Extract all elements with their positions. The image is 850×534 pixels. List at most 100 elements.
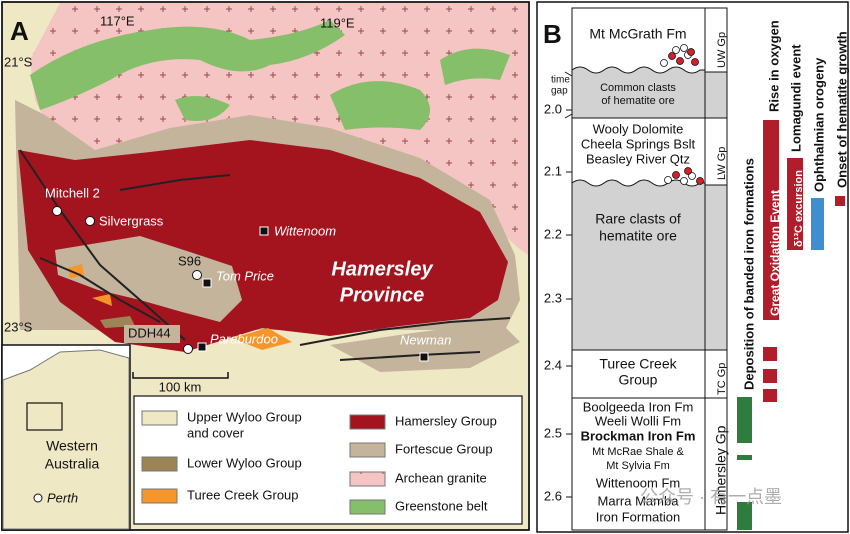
city-dot	[33, 493, 43, 503]
clast	[676, 57, 684, 65]
unit: Iron Formation	[596, 509, 681, 524]
clast	[672, 46, 680, 54]
event-label: Rise in oxygen	[766, 20, 781, 112]
fault	[19, 149, 186, 341]
panel-b: B time gap 2.0 2.1 2.2 2.3 2.4 2.5 2.6 Mt McGr…	[536, 1, 849, 533]
longitude: 119°E	[320, 15, 355, 30]
fault	[39, 257, 161, 323]
event-label: Ophthalmian orogeny	[811, 57, 826, 192]
site-dot	[183, 344, 193, 354]
panel-label: B	[543, 19, 562, 49]
legend-label: Turee Creek Group	[187, 487, 299, 502]
clasts	[660, 44, 704, 185]
inset-land	[2, 349, 130, 530]
unit: Brockman Iron Fm	[581, 428, 696, 443]
unit: Mt McGrath Fm	[589, 26, 686, 42]
unit: Mt McRae Shale &	[592, 446, 684, 458]
clast	[687, 48, 695, 56]
event-label: Lomagundi event	[788, 44, 803, 152]
latitude: 23°S	[4, 319, 33, 334]
place-label: Silvergrass	[99, 213, 164, 228]
legend-label: Lower Wyloo Group	[187, 455, 302, 470]
clast	[664, 176, 672, 184]
town-square	[259, 226, 269, 236]
legend-swatch	[349, 499, 386, 515]
greenstone	[30, 20, 345, 110]
legend-swatch	[141, 456, 178, 472]
age-label: 2.0	[544, 101, 562, 116]
place-label: Newman	[400, 332, 451, 347]
event-bar	[737, 397, 752, 443]
clast	[668, 52, 676, 60]
unit: Turee Creek	[599, 356, 677, 372]
event-label: Great Oxidation Event	[768, 190, 782, 316]
legend-label: Hamersley Group	[395, 413, 497, 428]
clast	[691, 58, 699, 66]
event-bar	[737, 502, 752, 530]
annotation: Rare clasts of	[595, 211, 681, 227]
event-bar	[763, 120, 779, 320]
province-label: Province	[340, 284, 424, 306]
place-label: Wittenoom	[274, 223, 336, 238]
event-bar	[835, 196, 845, 206]
legend-label: Upper Wyloo Group	[187, 409, 302, 424]
site-dot	[52, 206, 62, 216]
legend-label: and cover	[187, 425, 245, 440]
unit: Wittenoom Fm	[596, 475, 681, 490]
age-label: 2.2	[544, 226, 562, 241]
group-label: Hamersley Gp	[713, 425, 729, 515]
town-square	[202, 278, 212, 288]
gap-zone	[704, 184, 728, 351]
watermark: 公众号 · 有一点墨	[640, 487, 782, 507]
group-label: TC Gp	[716, 363, 728, 395]
clast	[688, 172, 696, 180]
legend-swatch	[141, 410, 178, 426]
annotation: hematite ore	[599, 228, 677, 244]
inset-city: Perth	[47, 490, 78, 505]
time-gap: time	[551, 75, 570, 86]
gap-marker	[564, 71, 573, 119]
legend-swatch	[349, 414, 386, 430]
group-label: LW Gp	[716, 147, 728, 180]
gap-zone	[571, 66, 706, 119]
panel-label: A	[10, 16, 29, 46]
unit: Boolgeeda Iron Fm	[583, 399, 694, 414]
event-label: Deposition of banded iron formations	[741, 158, 756, 390]
legend-box	[133, 395, 523, 525]
event-bar	[737, 455, 752, 460]
town-square	[197, 342, 207, 352]
scale-label: 100 km	[159, 379, 202, 394]
greenstone	[440, 48, 510, 85]
event-bar	[811, 198, 824, 250]
annotation: of hematite ore	[601, 95, 674, 107]
greenstone	[330, 81, 430, 130]
age-label: 2.1	[544, 163, 562, 178]
site-dot	[85, 216, 95, 226]
town-square	[419, 352, 429, 362]
clast	[660, 59, 668, 67]
unit: Mt Sylvia Fm	[606, 460, 670, 472]
inset-extent	[26, 402, 63, 431]
clast	[680, 44, 688, 52]
unit: Cheela Springs Bslt	[581, 136, 696, 151]
legend-swatch	[141, 488, 178, 504]
event-bar	[763, 389, 777, 402]
clast	[696, 177, 704, 185]
fault	[299, 317, 511, 346]
group-label: UW Gp	[716, 32, 728, 68]
greenstone	[175, 96, 230, 121]
legend-label: Greenstone belt	[395, 498, 488, 513]
unit: Marra Mamba	[598, 493, 680, 508]
event-bar	[763, 347, 777, 361]
legend-swatch	[349, 442, 386, 458]
clast	[672, 171, 680, 179]
scale-bar	[132, 372, 229, 379]
legend-swatch	[349, 471, 386, 487]
inset-region: Western	[46, 438, 98, 454]
annotation: Common clasts	[600, 82, 676, 94]
label-box	[124, 325, 180, 343]
province-label: Hamersley	[331, 258, 433, 280]
fault	[119, 174, 231, 191]
